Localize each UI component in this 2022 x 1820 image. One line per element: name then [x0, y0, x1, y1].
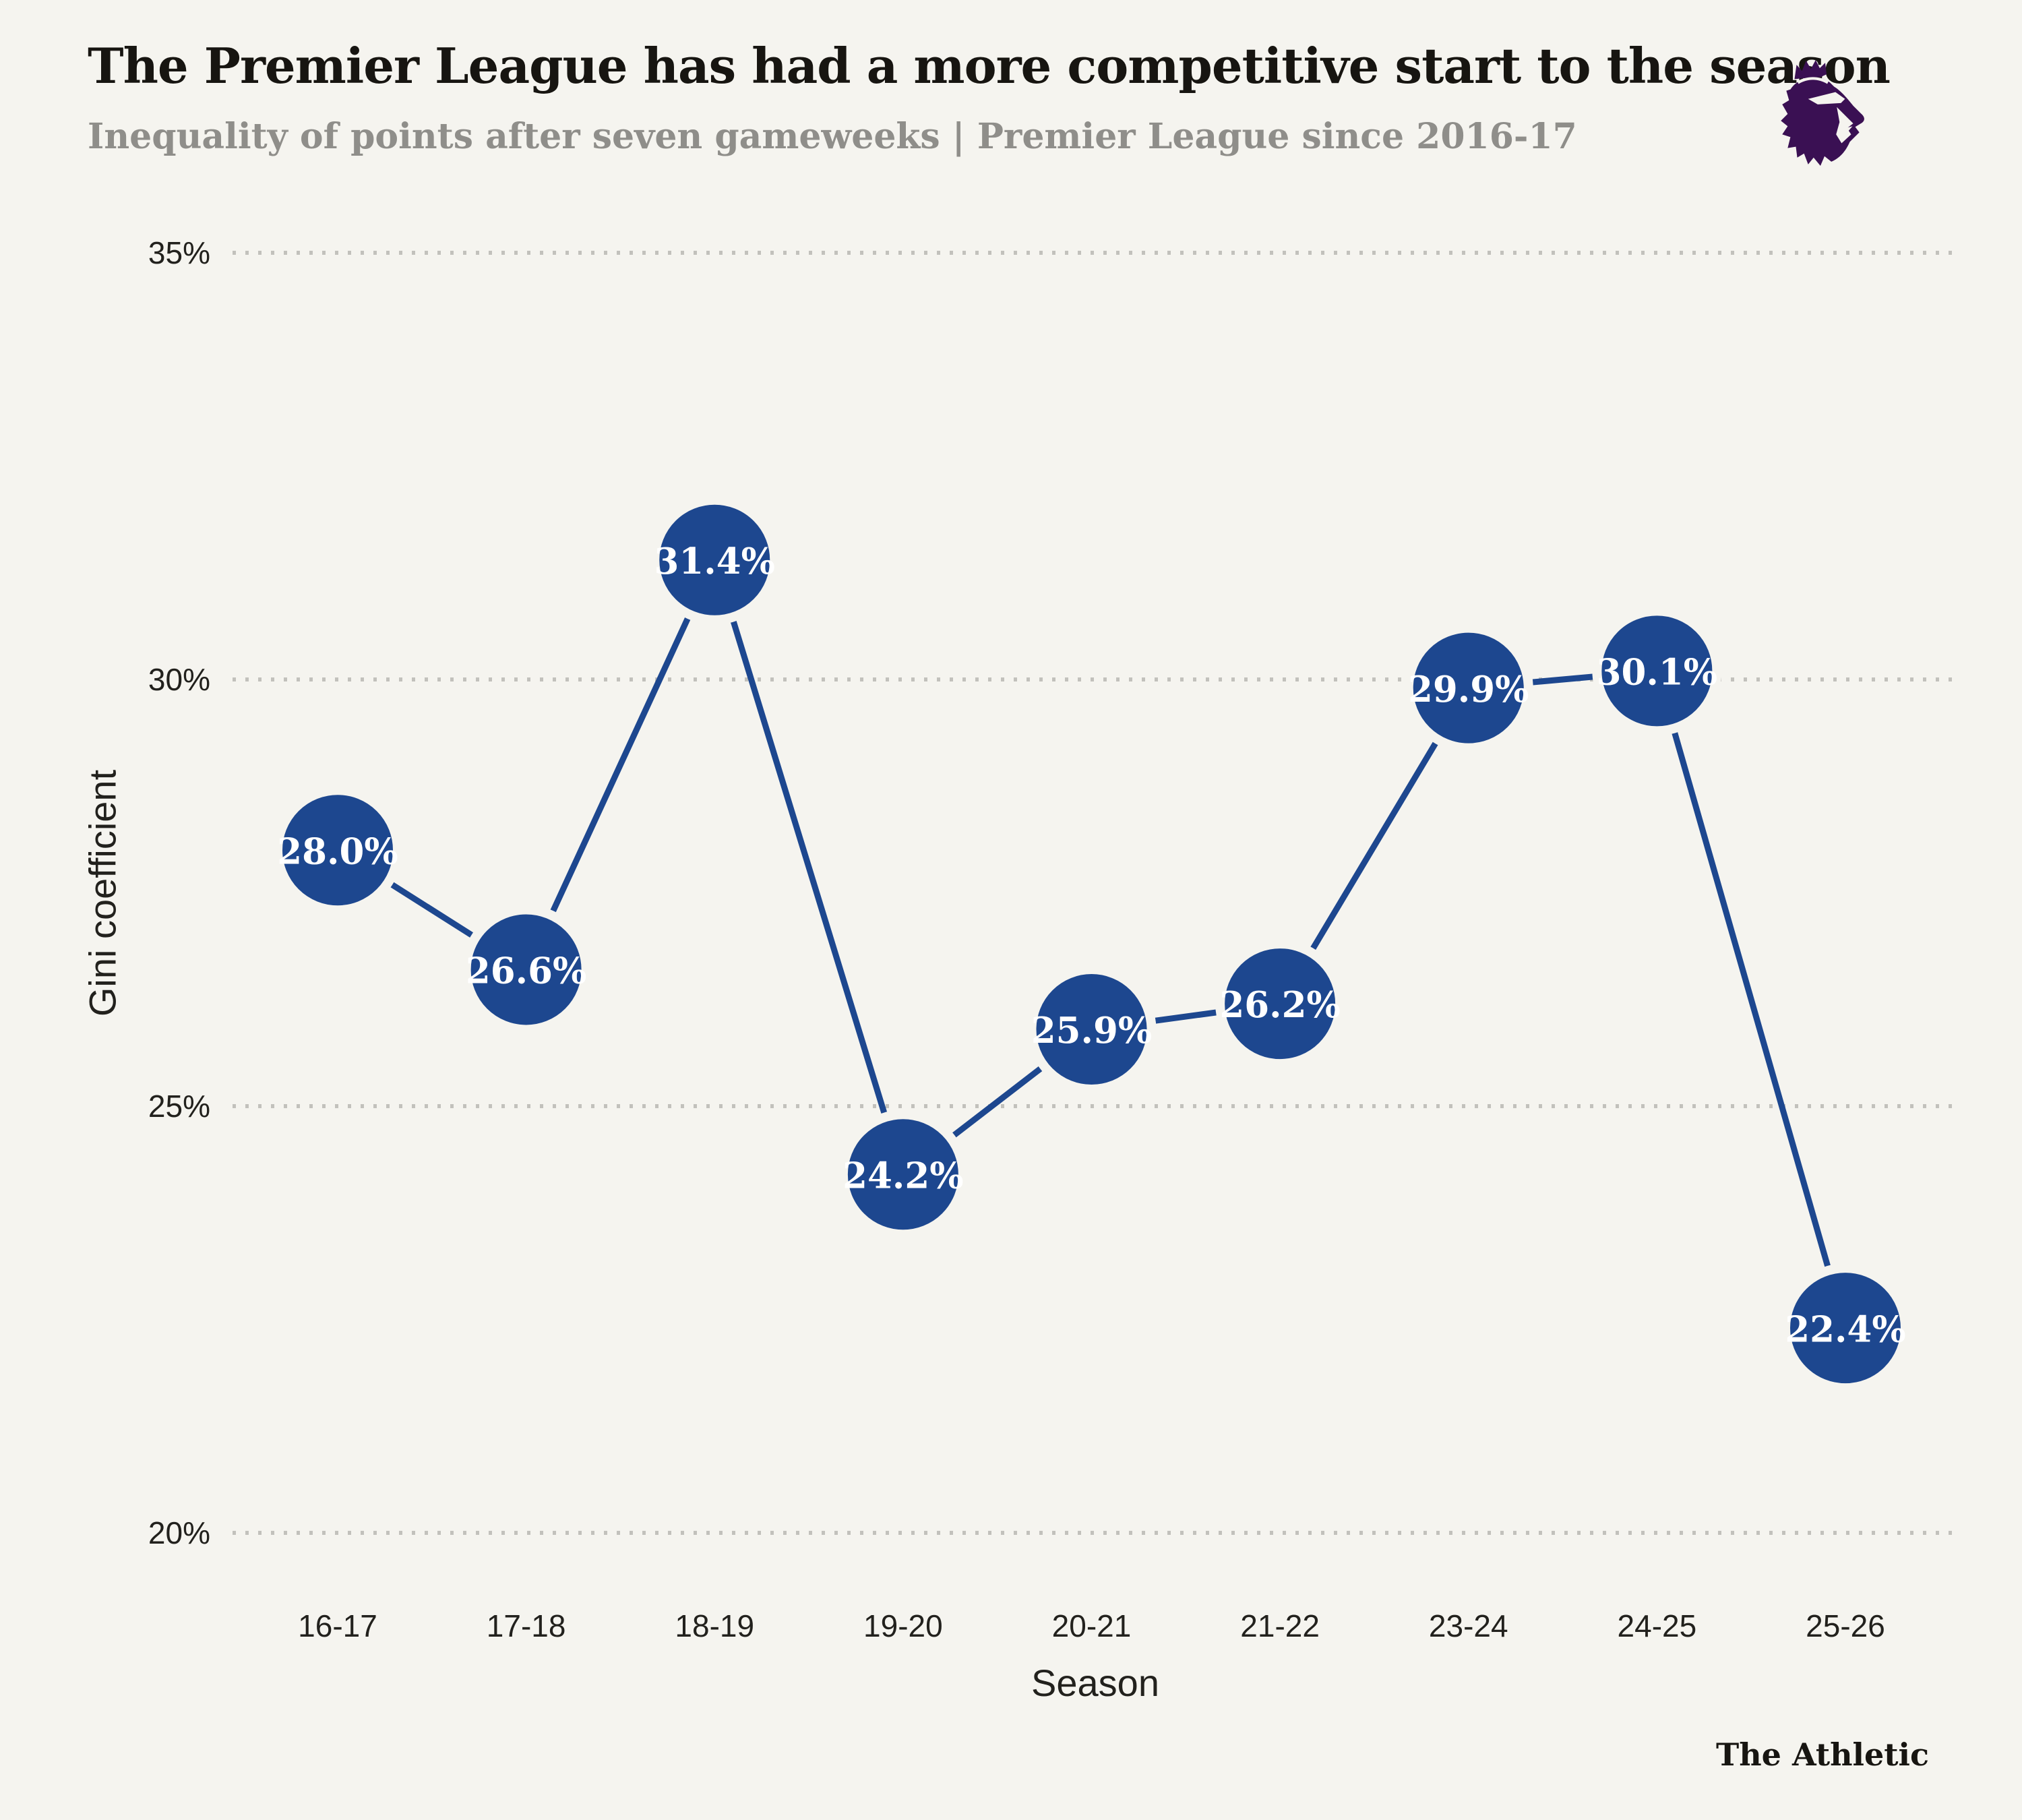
data-point-label-23-24: 29.9% — [1408, 669, 1529, 710]
data-point-marker-20-21 — [1027, 965, 1157, 1095]
x-axis-tick-label: 24-25 — [1618, 1608, 1697, 1643]
x-axis-tick-label: 21-22 — [1240, 1608, 1320, 1643]
y-axis-tick-label: 25% — [148, 1089, 210, 1124]
x-axis-title: Season — [1031, 1662, 1159, 1704]
series-line-segment — [523, 557, 718, 973]
x-axis-tick-label: 17-18 — [487, 1608, 566, 1643]
y-axis-tick-label: 35% — [148, 235, 210, 270]
data-point-marker-18-19 — [650, 495, 780, 625]
data-point-marker-25-26 — [1781, 1263, 1910, 1393]
data-point-marker-23-24 — [1403, 623, 1533, 753]
series-line-segment — [1653, 667, 1849, 1331]
publisher-credit: The Athletic — [1715, 1736, 1929, 1773]
data-point-label-16-17: 28.0% — [277, 830, 398, 872]
data-point-label-25-26: 22.4% — [1785, 1308, 1905, 1350]
premier-league-lion-crest-icon — [1781, 60, 1864, 166]
data-point-marker-19-20 — [838, 1110, 968, 1240]
y-axis-tick-label: 30% — [148, 662, 210, 697]
x-axis-tick-label: 23-24 — [1429, 1608, 1508, 1643]
x-axis-tick-label: 19-20 — [863, 1608, 943, 1643]
data-point-marker-16-17 — [273, 785, 402, 915]
data-point-label-17-18: 26.6% — [466, 950, 586, 992]
data-point-label-24-25: 30.1% — [1597, 651, 1717, 693]
x-axis-tick-label: 18-19 — [675, 1608, 754, 1643]
y-axis-tick-label: 20% — [148, 1515, 210, 1550]
data-point-label-20-21: 25.9% — [1031, 1010, 1152, 1052]
x-axis-tick-label: 25-26 — [1806, 1608, 1885, 1643]
chart-title: The Premier League has had a more compet… — [88, 37, 1891, 94]
data-point-label-21-22: 26.2% — [1219, 984, 1340, 1026]
chart-subtitle: Inequality of points after seven gamewee… — [88, 116, 1577, 157]
data-point-label-19-20: 24.2% — [842, 1155, 963, 1196]
x-axis-tick-label: 16-17 — [298, 1608, 377, 1643]
data-point-marker-24-25 — [1592, 606, 1722, 736]
data-point-label-18-19: 31.4% — [654, 541, 775, 582]
data-point-marker-17-18 — [461, 905, 591, 1035]
y-axis-title: Gini coefficient — [81, 769, 124, 1017]
series-line-segment — [711, 557, 907, 1178]
data-point-marker-21-22 — [1215, 939, 1345, 1069]
x-axis-tick-label: 20-21 — [1052, 1608, 1132, 1643]
